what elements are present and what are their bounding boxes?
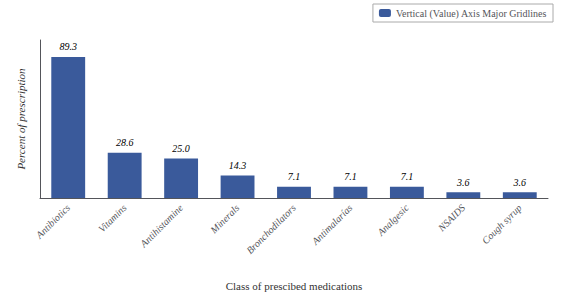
svg-text:NSAIDS: NSAIDS [435,202,467,234]
svg-text:Antihistamine: Antihistamine [137,202,185,250]
svg-text:3.6: 3.6 [513,177,527,188]
svg-text:Antimalarías: Antimalarías [309,202,354,247]
svg-text:7.1: 7.1 [401,171,414,182]
svg-text:Vitamins: Vitamins [96,202,128,234]
svg-text:Antibiotics: Antibiotics [33,202,72,241]
svg-text:14.3: 14.3 [229,160,247,171]
svg-text:Cough syrup: Cough syrup [480,202,524,246]
svg-text:Vertical (Value) Axis Major Gr: Vertical (Value) Axis Major Gridlines [396,8,547,20]
svg-text:3.6: 3.6 [456,177,470,188]
svg-text:Percent of prescription: Percent of prescription [15,68,27,171]
svg-text:Analgesic: Analgesic [374,202,411,239]
svg-text:7.1: 7.1 [344,171,357,182]
svg-text:7.1: 7.1 [288,171,301,182]
svg-text:89.3: 89.3 [59,41,77,52]
svg-text:Bronchodilators: Bronchodilators [244,202,298,256]
svg-text:25.0: 25.0 [172,143,190,154]
svg-text:Minerals: Minerals [207,202,241,236]
svg-text:Class of prescibed medications: Class of prescibed medications [226,280,363,292]
svg-text:28.6: 28.6 [116,137,134,148]
